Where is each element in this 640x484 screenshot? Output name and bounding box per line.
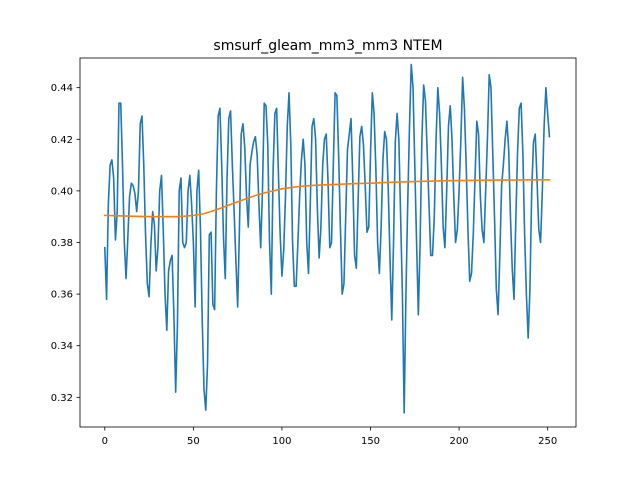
y-tick-label: 0.36 [51, 290, 73, 301]
y-tick-label: 0.40 [51, 186, 73, 197]
x-tick-label: 150 [361, 436, 380, 447]
series-line-1 [103, 63, 551, 414]
y-tick-label: 0.42 [51, 135, 73, 146]
x-tick-label: 100 [272, 436, 291, 447]
x-tick-label: 250 [538, 436, 557, 447]
series-line-2 [103, 179, 551, 218]
x-tick-label: 200 [450, 436, 469, 447]
y-tick-label: 0.38 [51, 238, 73, 249]
x-tick-label: 0 [102, 436, 108, 447]
x-tick-label: 50 [187, 436, 200, 447]
y-tick-label: 0.44 [51, 83, 73, 94]
chart-title: smsurf_gleam_mm3_mm3 NTEM [213, 38, 442, 54]
y-tick-label: 0.32 [51, 393, 73, 404]
y-tick-label: 0.34 [51, 341, 73, 352]
plot-area: 0 50 100 150 200 250 0.32 0.34 0.36 0.38 0.40 0.42 0… [51, 57, 577, 447]
